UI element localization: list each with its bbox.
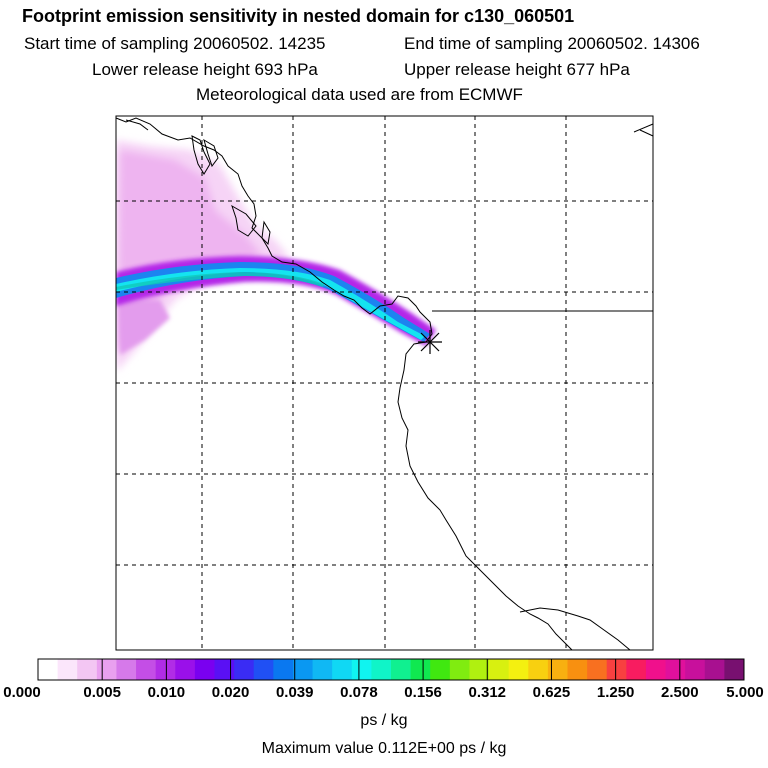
figure-title: Footprint emission sensitivity in nested… [22, 6, 575, 26]
colorbar-swatch [116, 659, 137, 680]
colorbar-swatch [273, 659, 294, 680]
end-time-label: End time of sampling 20060502. 14306 [404, 34, 700, 53]
colorbar-tick-label: 5.000 [726, 684, 764, 701]
colorbar-tick-label: 0.005 [83, 684, 121, 701]
colorbar-swatch [547, 659, 568, 680]
colorbar-swatch [489, 659, 510, 680]
colorbar-swatch [194, 659, 215, 680]
colorbar-swatch [606, 659, 627, 680]
colorbar-swatch [96, 659, 117, 680]
upper-release-label: Upper release height 677 hPa [404, 60, 630, 79]
colorbar-swatch [449, 659, 470, 680]
colorbar-swatch [351, 659, 372, 680]
colorbar-swatch [469, 659, 490, 680]
lower-release-label: Lower release height 693 hPa [92, 60, 318, 79]
colorbar-tick-label: 2.500 [661, 684, 699, 701]
colorbar-tick-label: 0.020 [211, 684, 250, 701]
start-time-label: Start time of sampling 20060502. 14235 [24, 34, 326, 53]
colorbar-swatch [77, 659, 98, 680]
colorbar-swatch [528, 659, 549, 680]
colorbar-swatch [645, 659, 667, 680]
colorbar-tick-label: 1.250 [596, 684, 635, 701]
colorbar-swatch [371, 659, 392, 680]
colorbar-swatch [38, 659, 59, 680]
release-site-asterisk-icon [418, 330, 442, 354]
colorbar-tick-label: 0.625 [532, 684, 571, 701]
colorbar-tick-label: 0.039 [275, 684, 314, 701]
colorbar-swatch [234, 659, 255, 680]
colorbar-units: ps / kg [360, 712, 408, 729]
colorbar-swatch [567, 659, 588, 680]
colorbar-swatch [685, 659, 706, 680]
colorbar-swatch [704, 659, 725, 680]
colorbar-swatch [253, 659, 274, 680]
colorbar-swatch [430, 659, 451, 680]
colorbar-swatch [391, 659, 412, 680]
emission-field [116, 140, 436, 370]
maximum-value-label: Maximum value 0.112E+00 ps / kg [261, 740, 507, 757]
colorbar-swatch [292, 659, 314, 680]
colorbar-swatch [508, 659, 529, 680]
colorbar-tick-label: 0.156 [404, 684, 442, 701]
colorbar-frame [37, 658, 745, 681]
colorbar-swatch [665, 659, 686, 680]
colorbar-swatch [626, 659, 647, 680]
colorbar-tick-label: 0.010 [147, 684, 186, 701]
colorbar-tick-label: 0.312 [468, 684, 507, 701]
colorbar-swatch [410, 659, 431, 680]
colorbar-swatch [332, 659, 353, 680]
coastline [115, 117, 654, 651]
colorbar-tick-label: 0.078 [340, 684, 378, 701]
graticule [116, 116, 653, 650]
met-data-label: Meteorological data used are from ECMWF [196, 85, 523, 104]
colorbar-swatch [587, 659, 608, 680]
colorbar-swatch [312, 659, 333, 680]
colorbar-swatch [57, 659, 78, 680]
colorbar-swatch [214, 659, 235, 680]
map-frame [115, 115, 654, 651]
colorbar-swatch [724, 659, 745, 680]
colorbar-tick-label: 0.000 [3, 684, 41, 701]
colorbar-swatch [175, 659, 196, 680]
colorbar-swatch [155, 659, 176, 680]
colorbar-swatch [136, 659, 157, 680]
